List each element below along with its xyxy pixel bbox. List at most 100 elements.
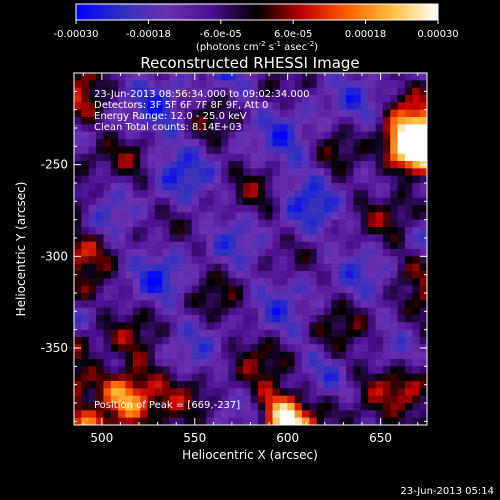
heatmap-cell [301,183,310,191]
heatmap-cell [147,219,156,228]
heatmap-cell [147,381,156,389]
heatmap-cell [199,227,207,235]
heatmap-cell [132,373,141,382]
heatmap-cell [279,183,288,191]
heatmap-cell [140,131,149,140]
heatmap-cell [390,293,399,301]
heatmap-cell [74,95,82,103]
heatmap-cell [81,410,90,419]
heatmap-cell [294,241,303,250]
heatmap-cell [96,285,105,294]
heatmap-cell [169,271,178,279]
heatmap-cell [316,109,325,118]
heatmap-cell [213,373,222,382]
heatmap-cell [331,168,340,177]
heatmap-cell [162,124,171,133]
heatmap-cell [199,102,207,111]
heatmap-cell [279,219,288,228]
heatmap-cell [81,366,90,375]
heatmap-cell [397,87,406,96]
heatmap-cell [118,249,127,257]
heatmap-cell [346,337,355,345]
heatmap-cell [419,95,427,103]
heatmap-cell [360,87,369,96]
heatmap-cell [96,227,105,235]
heatmap-cell [235,256,244,265]
heatmap-cell [301,315,310,323]
heatmap-cell [279,263,288,272]
heatmap-cell [213,227,222,235]
heatmap-cell [265,80,274,89]
heatmap-cell [368,190,377,199]
heatmap-cell [309,205,318,213]
heatmap-cell [191,73,200,81]
heatmap-cell [110,395,119,404]
heatmap-cell [110,80,119,89]
heatmap-cell [235,146,244,155]
heatmap-cell [338,329,347,338]
heatmap-cell [96,87,105,96]
heatmap-cell [228,80,237,89]
heatmap-cell [294,205,303,213]
heatmap-cell [382,190,391,199]
heatmap-cell [235,109,244,118]
heatmap-cell [184,175,193,184]
heatmap-cell [257,329,266,338]
heatmap-cell [147,117,156,125]
heatmap-cell [309,227,318,235]
heatmap-cell [184,344,193,353]
heatmap-cell [199,366,207,375]
heatmap-cell [250,351,259,360]
heatmap-cell [279,234,288,243]
heatmap-cell [257,234,266,243]
heatmap-cell [221,395,230,404]
heatmap-cell [162,73,171,81]
heatmap-cell [287,315,296,323]
heatmap-cell [382,351,391,360]
heatmap-cell [301,219,310,228]
heatmap-cell [301,87,310,96]
heatmap-cell [412,227,421,235]
heatmap-cell [338,146,347,155]
heatmap-cell [199,80,207,89]
heatmap-cell [257,344,266,353]
heatmap-cell [272,87,281,96]
heatmap-cell [404,102,413,111]
heatmap-cell [243,175,252,184]
heatmap-cell [199,271,207,279]
heatmap-cell [88,168,97,177]
heatmap-cell [118,315,127,323]
heatmap-cell [360,271,369,279]
heatmap-cell [397,337,406,345]
heatmap-cell [309,131,318,140]
heatmap-cell [294,87,303,96]
heatmap-cell [353,234,362,243]
heatmap-cell [397,285,406,294]
heatmap-cell [235,388,244,397]
heatmap-cell [140,249,149,257]
heatmap-cell [353,300,362,309]
heatmap-cell [375,271,384,279]
heatmap-cell [206,102,215,111]
heatmap-cell [382,146,391,155]
heatmap-cell [412,366,421,375]
heatmap-cell [140,271,149,279]
heatmap-cell [169,219,178,228]
heatmap-cell [213,359,222,367]
heatmap-cell [346,417,355,425]
heatmap-cell [331,80,340,89]
heatmap-cell [221,256,230,265]
heatmap-cell [221,278,230,287]
heatmap-cell [404,212,413,221]
heatmap-cell [235,183,244,191]
heatmap-cell [250,373,259,382]
heatmap-cell [324,197,332,206]
heatmap-cell [287,131,296,140]
heatmap-cell [257,359,266,367]
heatmap-cell [338,109,347,118]
heatmap-cell [412,373,421,382]
heatmap-cell [382,139,391,147]
heatmap-cell [397,175,406,184]
heatmap-cell [316,271,325,279]
